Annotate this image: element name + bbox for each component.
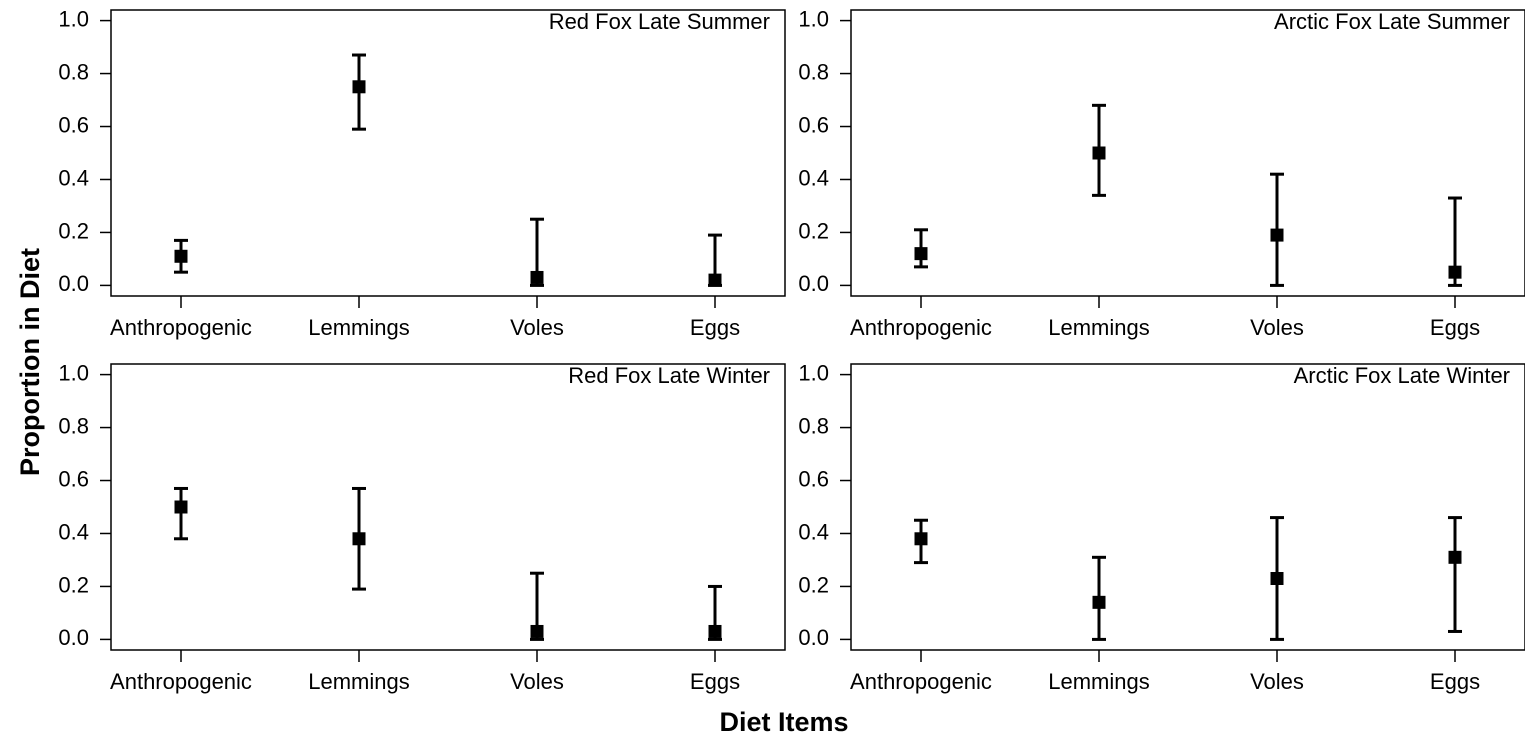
x-tick-label: Eggs [690, 669, 740, 694]
point-marker [1092, 595, 1106, 609]
y-tick-label: 0.4 [58, 165, 89, 190]
y-tick-label: 0.8 [798, 413, 829, 438]
y-tick-label: 0.6 [58, 112, 89, 137]
plot-frame [850, 363, 1525, 651]
x-tick-label: Anthropogenic [110, 669, 252, 694]
y-tick-label: 0.0 [798, 625, 829, 650]
point-marker [352, 532, 366, 546]
x-tick-label: Eggs [1430, 315, 1480, 340]
panel-title: Arctic Fox Late Winter [1294, 363, 1510, 388]
x-tick-label: Anthropogenic [850, 669, 992, 694]
x-tick-label: Lemmings [308, 669, 409, 694]
y-tick-label: 0.8 [798, 59, 829, 84]
y-tick-label: 0.2 [798, 218, 829, 243]
x-tick-label: Anthropogenic [850, 315, 992, 340]
y-tick-label: 0.8 [58, 413, 89, 438]
y-tick-label: 1.0 [58, 360, 89, 385]
x-tick-label: Voles [510, 315, 564, 340]
point-marker [914, 532, 928, 546]
panel-title: Arctic Fox Late Summer [1274, 9, 1510, 34]
y-tick-label: 1.0 [58, 6, 89, 31]
x-tick-label: Lemmings [1048, 669, 1149, 694]
point-marker [530, 624, 544, 638]
panel-title: Red Fox Late Winter [568, 363, 770, 388]
plot-frame [110, 9, 786, 297]
y-tick-label: 0.4 [798, 519, 829, 544]
y-tick-label: 0.2 [58, 572, 89, 597]
x-tick-label: Lemmings [308, 315, 409, 340]
point-marker [530, 270, 544, 284]
x-tick-label: Voles [1250, 669, 1304, 694]
point-marker [174, 249, 188, 263]
y-tick-label: 0.6 [798, 112, 829, 137]
plot-frame [110, 363, 786, 651]
y-tick-label: 0.2 [58, 218, 89, 243]
y-tick-label: 0.6 [798, 466, 829, 491]
y-tick-label: 0.4 [58, 519, 89, 544]
point-marker [1448, 265, 1462, 279]
y-tick-label: 0.8 [58, 59, 89, 84]
x-tick-label: Voles [510, 669, 564, 694]
point-marker [1270, 572, 1284, 585]
x-tick-label: Lemmings [1048, 315, 1149, 340]
x-tick-label: Voles [1250, 315, 1304, 340]
x-tick-label: Eggs [1430, 669, 1480, 694]
point-marker [1270, 228, 1284, 242]
point-marker [708, 273, 722, 287]
plot-frame [850, 9, 1525, 297]
y-tick-label: 0.6 [58, 466, 89, 491]
x-axis-label: Diet Items [719, 707, 848, 737]
point-marker [1448, 550, 1462, 564]
y-tick-label: 0.0 [58, 625, 89, 650]
y-tick-label: 0.4 [798, 165, 829, 190]
point-marker [174, 500, 188, 514]
point-marker [1092, 146, 1106, 160]
y-tick-label: 0.2 [798, 572, 829, 597]
y-tick-label: 1.0 [798, 6, 829, 31]
y-tick-label: 0.0 [58, 271, 89, 296]
y-tick-label: 1.0 [798, 360, 829, 385]
panel-title: Red Fox Late Summer [549, 9, 770, 34]
y-tick-label: 0.0 [798, 271, 829, 296]
point-marker [914, 247, 928, 261]
x-tick-label: Eggs [690, 315, 740, 340]
point-marker [352, 80, 366, 94]
y-axis-label: Proportion in Diet [15, 248, 45, 476]
point-marker [708, 624, 722, 638]
x-tick-label: Anthropogenic [110, 315, 252, 340]
